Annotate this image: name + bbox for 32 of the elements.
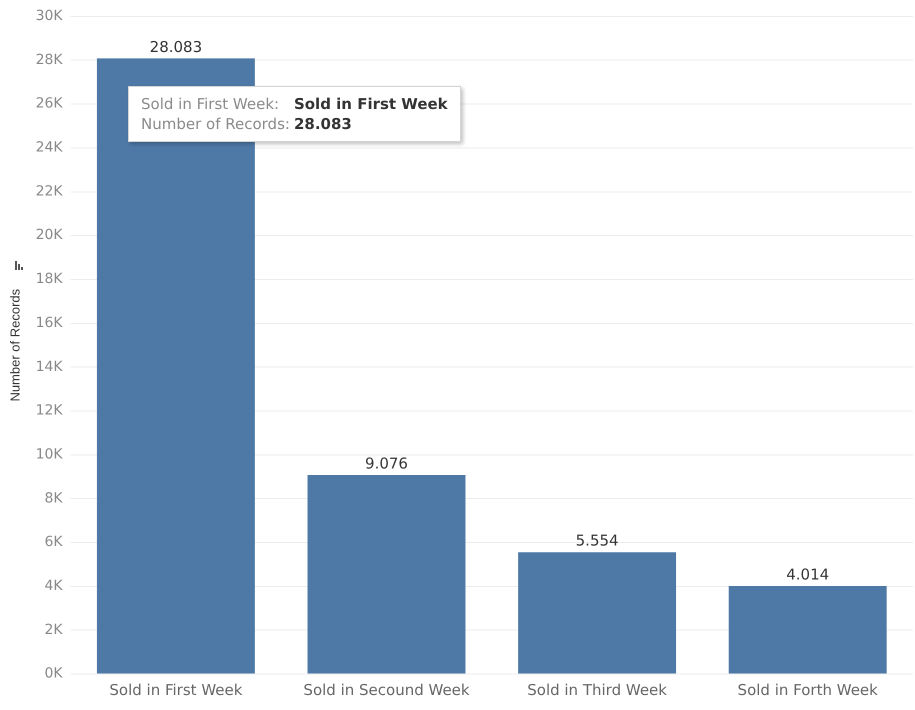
y-tick-label: 18K — [36, 271, 64, 288]
bar — [308, 475, 466, 674]
y-tick-label: 4K — [44, 578, 64, 594]
x-tick-label: Sold in First Week — [109, 680, 243, 699]
x-tick-label: Sold in Third Week — [527, 680, 668, 699]
y-tick-label: 2K — [44, 622, 64, 638]
y-tick-label: 22K — [36, 183, 64, 200]
y-tick-label: 24K — [36, 140, 64, 156]
y-tick-label: 16K — [36, 314, 64, 331]
y-tick-label: 26K — [36, 96, 64, 112]
annotation: Sold in First Week: — [141, 95, 280, 113]
x-tick-label: Sold in Forth Week — [738, 680, 878, 699]
y-tick-label: 30K — [36, 8, 64, 24]
y-tick-label: 10K — [36, 446, 64, 462]
bar — [518, 552, 676, 674]
data-label: 5.554 — [576, 532, 619, 550]
y-tick-label: 14K — [36, 358, 64, 375]
y-tick-label: 28K — [36, 52, 64, 68]
bar — [728, 586, 887, 674]
y-tick-label: 20K — [36, 227, 64, 244]
annotation: Sold in First Week — [294, 95, 448, 113]
y-tick-label: 12K — [36, 402, 64, 419]
data-label: 4.014 — [786, 565, 830, 584]
annotation: 28.083 — [294, 115, 353, 133]
y-tick-label: 6K — [44, 534, 64, 550]
data-label: 9.076 — [365, 454, 408, 472]
y-tick-label: 0K — [44, 666, 64, 682]
annotation: Number of Records: — [141, 115, 290, 133]
y-axis-title: Number of Records — [7, 288, 22, 402]
y-tick-label: 8K — [44, 490, 64, 506]
data-label: 28.083 — [150, 38, 202, 56]
x-tick-label: Sold in Secound Week — [303, 680, 470, 699]
